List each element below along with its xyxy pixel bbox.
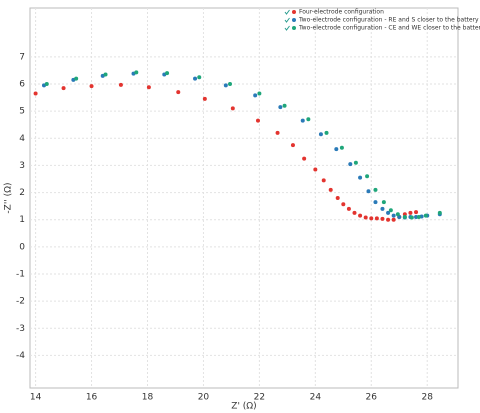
- point: [89, 84, 94, 89]
- point: [278, 105, 283, 110]
- point: [437, 210, 442, 215]
- y-tick-label: 4: [19, 134, 25, 144]
- y-tick-label: 5: [19, 107, 25, 117]
- point: [386, 217, 391, 222]
- point: [202, 96, 207, 101]
- point: [358, 175, 363, 180]
- point: [282, 103, 287, 108]
- point: [334, 147, 339, 152]
- x-tick-label: 28: [422, 393, 434, 403]
- y-tick-label: -1: [16, 270, 25, 280]
- y-tick-label: -4: [16, 351, 25, 361]
- point: [318, 132, 323, 137]
- point: [369, 216, 374, 221]
- legend-check: [284, 25, 290, 31]
- point: [373, 187, 378, 192]
- legend-marker: [292, 10, 296, 14]
- legend-label: Two-electrode configuration - RE and S c…: [298, 17, 479, 24]
- point: [33, 91, 38, 96]
- y-tick-label: -3: [16, 324, 25, 334]
- point: [391, 213, 396, 218]
- legend-check: [284, 17, 290, 23]
- point: [348, 162, 353, 167]
- point: [388, 208, 393, 213]
- legend-marker: [292, 18, 296, 22]
- point: [257, 91, 262, 96]
- point: [391, 217, 396, 222]
- x-axis-label: Z' (Ω): [231, 402, 256, 412]
- point: [414, 215, 419, 219]
- point: [176, 90, 181, 95]
- point: [328, 187, 333, 192]
- point: [386, 210, 391, 215]
- point: [230, 106, 235, 111]
- point: [228, 82, 233, 86]
- x-tick-label: 14: [30, 393, 42, 403]
- point: [146, 85, 151, 90]
- point: [380, 206, 385, 211]
- point: [365, 174, 370, 179]
- y-tick-label: 2: [19, 188, 25, 198]
- point: [313, 167, 318, 172]
- point: [341, 202, 346, 207]
- point: [306, 117, 311, 122]
- y-tick-label: 1: [19, 215, 25, 225]
- point: [408, 210, 413, 215]
- x-tick-label: 24: [310, 393, 322, 403]
- point: [255, 118, 260, 123]
- y-tick-label: 7: [19, 52, 25, 62]
- point: [300, 118, 305, 123]
- point: [409, 215, 414, 220]
- x-tick-label: 18: [142, 393, 154, 403]
- point: [353, 160, 358, 165]
- point: [253, 93, 258, 98]
- point: [358, 213, 363, 218]
- point: [275, 130, 280, 135]
- point: [373, 200, 378, 205]
- point: [395, 212, 400, 217]
- x-tick-label: 20: [198, 393, 210, 403]
- y-tick-label: 6: [19, 80, 25, 90]
- point: [346, 206, 351, 211]
- x-tick-label: 16: [86, 393, 98, 403]
- point: [374, 216, 379, 221]
- point: [290, 143, 295, 148]
- point: [44, 82, 49, 86]
- legend-check: [284, 9, 290, 15]
- point: [118, 82, 123, 87]
- point: [193, 76, 198, 81]
- point: [324, 130, 329, 135]
- point: [366, 189, 371, 194]
- point: [402, 215, 407, 219]
- point: [352, 210, 357, 215]
- x-tick-label: 22: [254, 393, 265, 403]
- legend-label: Four-electrode configuration: [299, 9, 384, 16]
- point: [61, 86, 66, 91]
- point: [363, 215, 368, 220]
- y-axis-label: -Z'' (Ω): [4, 182, 14, 213]
- legend-marker: [292, 26, 296, 30]
- point: [381, 200, 386, 205]
- point: [380, 216, 385, 221]
- point: [197, 75, 202, 80]
- x-tick-label: 26: [366, 393, 378, 403]
- point: [103, 72, 108, 77]
- point: [134, 70, 139, 75]
- point: [321, 178, 326, 183]
- y-tick-label: -2: [16, 297, 25, 307]
- point: [302, 156, 307, 161]
- point: [223, 83, 228, 88]
- legend-label: Two-electrode configuration - CE and WE …: [298, 25, 480, 32]
- y-tick-label: 3: [19, 161, 25, 171]
- point: [339, 145, 344, 150]
- point: [423, 213, 428, 218]
- point: [335, 196, 340, 200]
- y-tick-label: 0: [19, 242, 25, 252]
- point: [416, 215, 421, 219]
- point: [74, 76, 79, 81]
- point: [165, 71, 170, 76]
- plot-area: [29, 7, 459, 389]
- point: [414, 210, 419, 215]
